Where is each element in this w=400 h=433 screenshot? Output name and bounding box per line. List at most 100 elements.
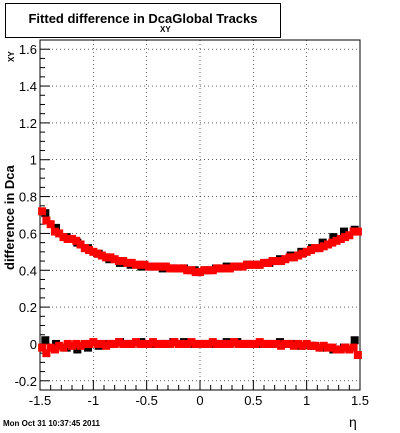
data-point: [200, 339, 209, 348]
data-point: [324, 343, 332, 352]
data-point: [225, 264, 234, 273]
data-point: [50, 227, 59, 236]
x-tick-label: -1: [88, 393, 100, 408]
data-point: [76, 341, 85, 350]
data-point: [46, 220, 55, 229]
data-point: [93, 339, 102, 348]
data-point: [191, 268, 200, 277]
data-point: [42, 349, 51, 358]
data-point: [38, 343, 47, 352]
timestamp: Mon Oct 31 10:37:45 2011: [3, 419, 100, 428]
data-point: [106, 339, 115, 348]
data-point: [170, 338, 179, 347]
data-point: [127, 258, 136, 267]
data-point: [238, 339, 247, 348]
chart-title-suffix: Global Tracks: [172, 11, 258, 26]
data-point: [260, 258, 268, 267]
y-tick-label: 0: [30, 337, 37, 352]
data-point: [268, 339, 277, 348]
x-tick-label: 0: [196, 393, 203, 408]
data-point: [251, 260, 260, 269]
data-point: [315, 244, 324, 253]
chart-title-subscript: XY: [160, 25, 171, 34]
x-tick-label: 0.5: [244, 393, 262, 408]
data-point: [110, 339, 119, 348]
data-point: [242, 339, 251, 348]
data-point: [340, 227, 348, 236]
data-point: [55, 229, 64, 238]
chart-title-text: Fitted difference in Dca: [28, 11, 173, 26]
data-point: [238, 262, 247, 271]
data-point: [221, 339, 230, 348]
data-point: [153, 262, 162, 271]
data-point: [183, 266, 192, 275]
data-point: [80, 339, 89, 348]
data-point: [319, 242, 328, 251]
y-tick-label: 1.2: [19, 116, 37, 131]
data-point: [72, 236, 81, 245]
data-point: [144, 339, 153, 348]
data-point: [264, 258, 273, 267]
data-point: [311, 341, 320, 350]
data-point: [332, 345, 341, 354]
data-point: [136, 339, 145, 348]
data-point: [306, 246, 315, 254]
data-point: [294, 251, 303, 260]
data-point: [161, 339, 170, 348]
data-point: [272, 257, 281, 266]
data-point: [251, 339, 260, 348]
y-tick-label: 0.8: [19, 190, 37, 205]
data-point: [63, 234, 72, 243]
data-point: [277, 341, 286, 350]
data-point: [311, 244, 320, 253]
y-tick-label: 1.6: [19, 42, 37, 57]
data-point: [196, 268, 204, 277]
data-point: [319, 341, 328, 350]
data-point: [217, 264, 226, 273]
data-point: [123, 339, 132, 348]
data-point: [302, 339, 311, 348]
data-point: [247, 260, 256, 269]
plot-frame: [39, 39, 361, 391]
data-point: [161, 262, 170, 271]
data-point: [268, 257, 277, 266]
y-axis-label: difference in Dca: [2, 165, 17, 270]
y-axis-label-subscript: XY: [7, 51, 16, 62]
data-point: [349, 227, 358, 236]
data-point: [208, 266, 217, 275]
data-point: [187, 338, 196, 347]
x-tick-label: -0.5: [135, 393, 157, 408]
data-point: [217, 339, 226, 348]
data-point: [289, 253, 298, 262]
data-point: [114, 338, 123, 347]
data-point: [341, 343, 350, 352]
data-point: [149, 338, 158, 347]
data-point: [230, 262, 239, 271]
data-point: [80, 244, 89, 253]
data-point: [166, 264, 175, 273]
data-point: [174, 264, 183, 273]
data-point: [242, 260, 251, 269]
y-tick-label: 0.4: [19, 263, 37, 278]
data-point: [144, 262, 153, 271]
data-point: [41, 336, 50, 345]
data-point: [174, 339, 183, 348]
data-point: [68, 234, 76, 243]
data-point: [102, 253, 111, 262]
data-point: [140, 339, 149, 348]
data-point: [336, 345, 345, 354]
data-point: [97, 339, 106, 348]
data-point: [353, 351, 362, 359]
data-point: [298, 249, 307, 258]
data-point: [191, 339, 200, 348]
data-point: [183, 339, 192, 348]
data-point: [353, 227, 362, 236]
data-point: [89, 247, 98, 256]
data-point: [114, 257, 123, 266]
data-point: [306, 341, 315, 350]
data-point: [106, 253, 115, 262]
x-axis-label: η: [349, 414, 357, 430]
data-point: [247, 339, 256, 348]
data-point: [178, 339, 187, 348]
